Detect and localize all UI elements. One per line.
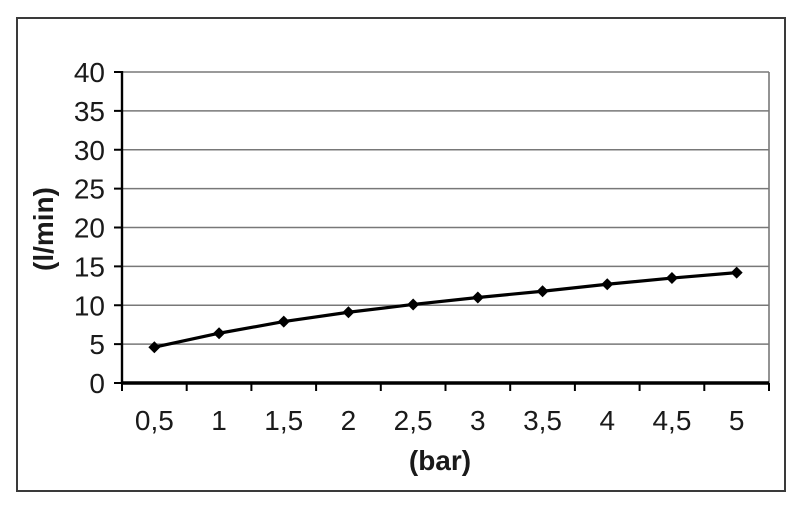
y-tick-label: 35 bbox=[74, 96, 105, 127]
data-point-marker bbox=[213, 327, 226, 340]
y-tick-label: 30 bbox=[74, 135, 105, 166]
y-tick-label: 0 bbox=[89, 368, 105, 399]
x-tick-label: 1 bbox=[211, 405, 227, 436]
x-tick-label: 1,5 bbox=[264, 405, 303, 436]
y-tick-label: 40 bbox=[74, 57, 105, 88]
series-line bbox=[154, 271, 737, 349]
y-tick-label: 25 bbox=[74, 174, 105, 205]
x-tick-label: 4,5 bbox=[652, 405, 691, 436]
data-point-marker bbox=[342, 306, 355, 319]
x-tick-label: 3 bbox=[470, 405, 486, 436]
y-tick-label: 5 bbox=[89, 329, 105, 360]
x-axis-title: (bar) bbox=[408, 445, 472, 476]
chart-frame bbox=[16, 17, 786, 492]
data-point-marker bbox=[277, 315, 290, 328]
y-tick-label: 15 bbox=[74, 251, 105, 282]
x-tick-label: 4 bbox=[599, 405, 615, 436]
y-tick-label: 20 bbox=[74, 213, 105, 244]
data-point-marker bbox=[407, 298, 420, 311]
data-point-marker bbox=[148, 341, 161, 354]
x-tick-label: 2,5 bbox=[394, 405, 433, 436]
data-point-marker bbox=[471, 291, 484, 304]
x-tick-label: 3,5 bbox=[523, 405, 562, 436]
data-point-marker bbox=[665, 272, 678, 285]
x-tick-label: 2 bbox=[341, 405, 357, 436]
data-point-marker bbox=[601, 278, 614, 291]
y-tick-label: 10 bbox=[74, 290, 105, 321]
data-point-marker bbox=[730, 266, 743, 279]
data-point-marker bbox=[536, 285, 549, 298]
x-tick-label: 0,5 bbox=[135, 405, 174, 436]
x-tick-label: 5 bbox=[729, 405, 745, 436]
y-axis-title: (l/min) bbox=[28, 187, 59, 271]
